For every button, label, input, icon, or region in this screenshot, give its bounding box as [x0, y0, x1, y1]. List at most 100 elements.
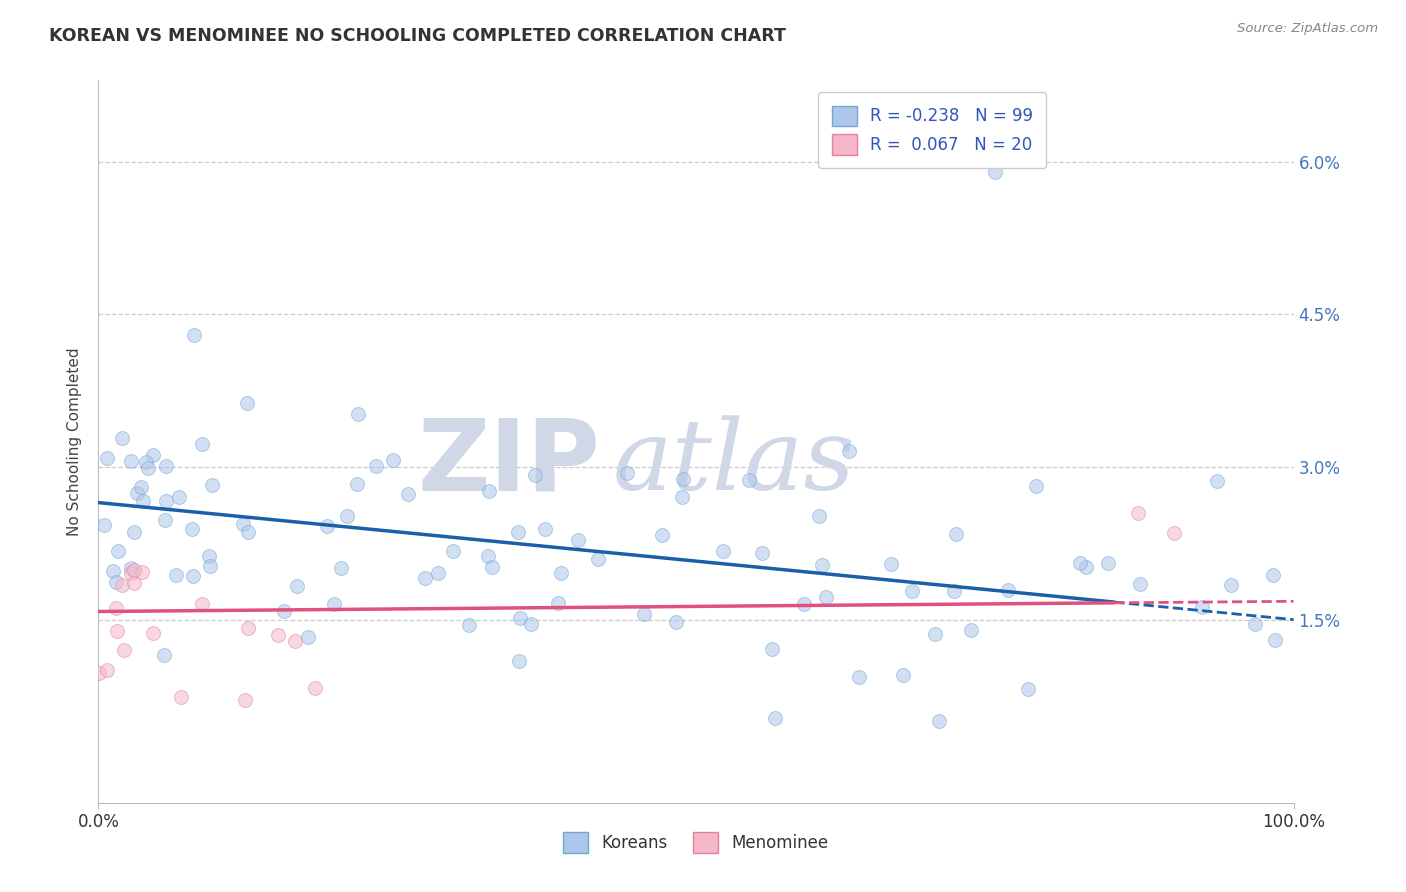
Point [901, 584, 924, 599]
Point [191, 597, 214, 611]
Point [190, 436, 212, 450]
Point [198, 559, 221, 574]
Point [481, 559, 503, 574]
Point [101, 564, 124, 578]
Point [533, 522, 555, 536]
Point [129, 479, 152, 493]
Point [89, 666, 111, 681]
Point [441, 544, 464, 558]
Point [165, 567, 187, 582]
Point [1017, 682, 1039, 697]
Text: ZIP: ZIP [418, 415, 600, 512]
Point [236, 524, 259, 539]
Text: KOREAN VS MENOMINEE NO SCHOOLING COMPLETED CORRELATION CHART: KOREAN VS MENOMINEE NO SCHOOLING COMPLET… [49, 27, 786, 45]
Point [880, 557, 903, 571]
Point [93, 517, 115, 532]
Point [155, 494, 177, 508]
Point [273, 604, 295, 618]
Point [960, 624, 983, 638]
Point [124, 562, 146, 576]
Text: Source: ZipAtlas.com: Source: ZipAtlas.com [1237, 22, 1378, 36]
Point [131, 565, 153, 579]
Point [1074, 560, 1097, 574]
Point [231, 517, 253, 532]
Point [322, 597, 344, 611]
Point [672, 472, 695, 486]
Point [1163, 526, 1185, 541]
Point [346, 407, 368, 421]
Point [945, 527, 967, 541]
Point [396, 487, 419, 501]
Point [304, 681, 326, 695]
Point [315, 518, 337, 533]
Point [651, 528, 673, 542]
Text: atlas: atlas [613, 416, 855, 511]
Point [267, 628, 290, 642]
Point [427, 566, 450, 580]
Point [96, 450, 118, 465]
Point [520, 616, 543, 631]
Point [382, 452, 405, 467]
Point [711, 543, 734, 558]
Point [96, 663, 118, 677]
Point [201, 477, 224, 491]
Point [751, 546, 773, 560]
Point [1206, 475, 1229, 489]
Point [197, 549, 219, 563]
Point [808, 508, 831, 523]
Point [236, 396, 259, 410]
Point [810, 558, 832, 572]
Point [138, 460, 160, 475]
Point [125, 486, 148, 500]
Point [1264, 632, 1286, 647]
Point [120, 561, 142, 575]
Point [111, 578, 134, 592]
Point [180, 522, 202, 536]
Point [671, 490, 693, 504]
Point [104, 601, 127, 615]
Point [112, 643, 135, 657]
Point [1244, 616, 1267, 631]
Point [506, 524, 529, 539]
Point [738, 473, 761, 487]
Point [153, 648, 176, 662]
Point [413, 571, 436, 585]
Point [761, 642, 783, 657]
Point [550, 566, 572, 581]
Point [1191, 599, 1213, 614]
Point [122, 525, 145, 540]
Point [155, 458, 177, 473]
Point [763, 710, 786, 724]
Point [509, 610, 531, 624]
Point [814, 590, 837, 604]
Point [233, 693, 256, 707]
Point [793, 597, 815, 611]
Point [477, 549, 499, 563]
Point [364, 458, 387, 473]
Point [1128, 506, 1150, 520]
Y-axis label: No Schooling Completed: No Schooling Completed [66, 347, 82, 536]
Point [1025, 479, 1047, 493]
Point [107, 544, 129, 558]
Point [848, 669, 870, 683]
Point [997, 583, 1019, 598]
Point [134, 455, 156, 469]
Point [183, 327, 205, 342]
Point [1069, 556, 1091, 570]
Point [105, 624, 128, 639]
Point [457, 618, 479, 632]
Point [924, 627, 946, 641]
Point [153, 513, 176, 527]
Point [633, 607, 655, 622]
Point [928, 714, 950, 729]
Point [1129, 576, 1152, 591]
Point [524, 467, 547, 482]
Point [586, 551, 609, 566]
Point [508, 655, 530, 669]
Point [1097, 556, 1119, 570]
Point [120, 454, 142, 468]
Point [142, 625, 165, 640]
Point [891, 667, 914, 681]
Point [984, 165, 1007, 179]
Point [336, 509, 359, 524]
